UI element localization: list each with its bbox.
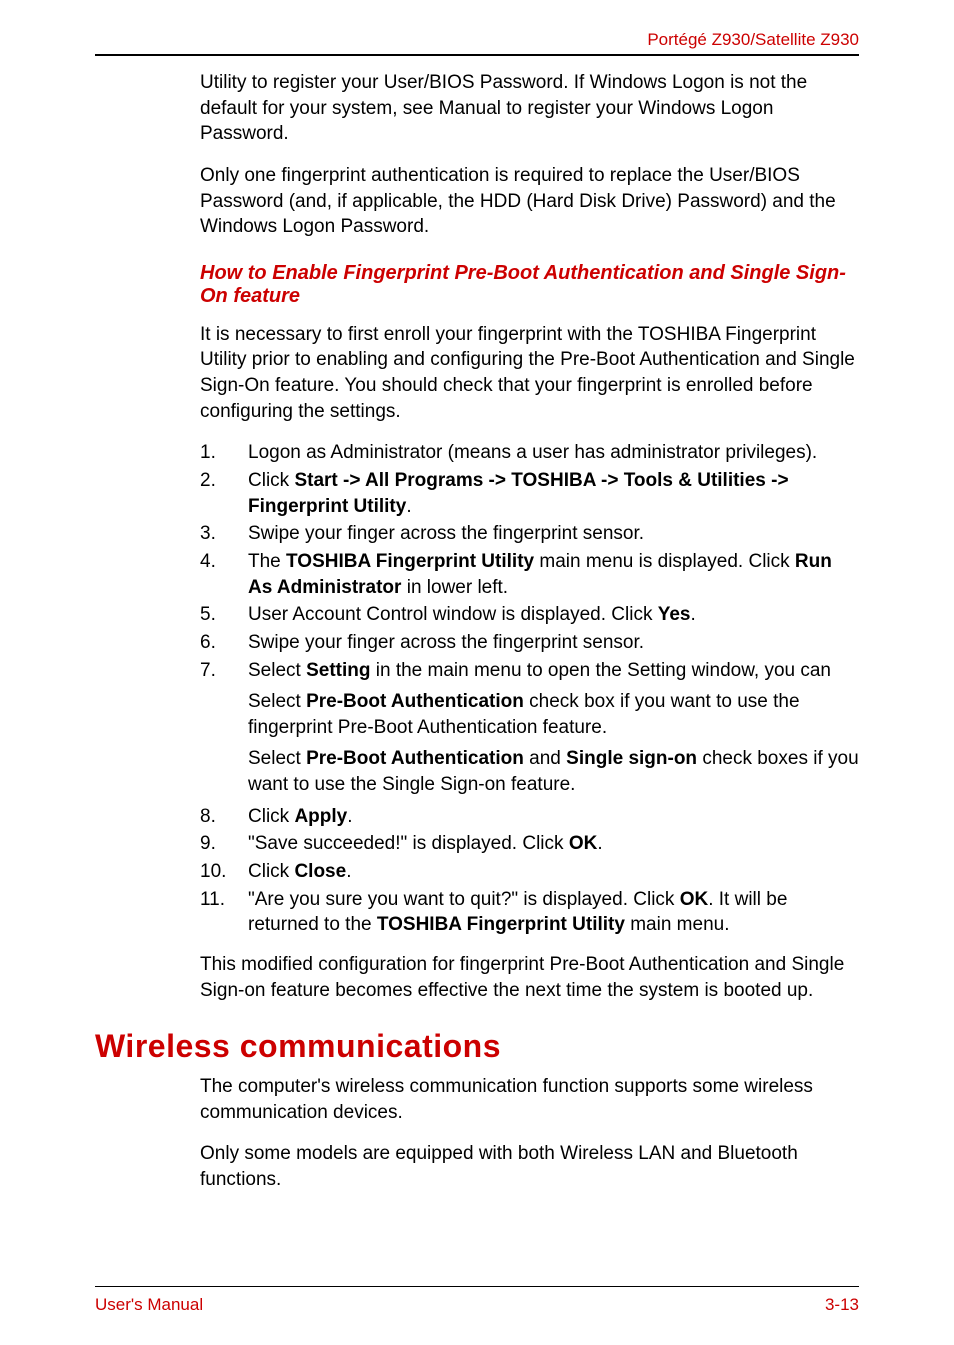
bold-text: OK bbox=[680, 889, 709, 910]
step-text: Click Start -> All Programs -> TOSHIBA -… bbox=[248, 468, 859, 519]
step-4: 4. The TOSHIBA Fingerprint Utility main … bbox=[200, 549, 859, 600]
subheading-fingerprint: How to Enable Fingerprint Pre-Boot Authe… bbox=[200, 262, 859, 308]
text-fragment: . bbox=[406, 496, 411, 517]
text-fragment: . bbox=[597, 833, 602, 854]
text-fragment: main menu. bbox=[625, 914, 730, 935]
step-6: 6. Swipe your finger across the fingerpr… bbox=[200, 630, 859, 656]
step-text: Swipe your finger across the fingerprint… bbox=[248, 521, 859, 547]
step-number: 11. bbox=[200, 887, 248, 938]
bold-text: Yes bbox=[658, 604, 691, 625]
step-text: Click Close. bbox=[248, 859, 859, 885]
step-number: 8. bbox=[200, 804, 248, 830]
footer-right: 3-13 bbox=[825, 1295, 859, 1315]
step-7: 7. Select Setting in the main menu to op… bbox=[200, 658, 859, 684]
enroll-paragraph: It is necessary to first enroll your fin… bbox=[200, 322, 859, 425]
text-fragment: and bbox=[524, 748, 566, 769]
step-number: 2. bbox=[200, 468, 248, 519]
step-2: 2. Click Start -> All Programs -> TOSHIB… bbox=[200, 468, 859, 519]
intro-paragraph-2: Only one fingerprint authentication is r… bbox=[200, 163, 859, 240]
step-number: 1. bbox=[200, 440, 248, 466]
step-text: Logon as Administrator (means a user has… bbox=[248, 440, 859, 466]
step-10: 10. Click Close. bbox=[200, 859, 859, 885]
step-7-sub-b: Select Pre-Boot Authentication and Singl… bbox=[248, 746, 859, 797]
closing-paragraph: This modified configuration for fingerpr… bbox=[200, 952, 859, 1003]
bold-text: Close bbox=[294, 861, 346, 882]
step-1: 1. Logon as Administrator (means a user … bbox=[200, 440, 859, 466]
bold-text: TOSHIBA Fingerprint Utility bbox=[286, 551, 534, 572]
step-text: User Account Control window is displayed… bbox=[248, 602, 859, 628]
step-number: 7. bbox=[200, 658, 248, 684]
intro-paragraph-1: Utility to register your User/BIOS Passw… bbox=[200, 70, 859, 147]
section-heading-wireless: Wireless communications bbox=[95, 1028, 501, 1065]
step-text: Select Setting in the main menu to open … bbox=[248, 658, 859, 684]
text-fragment: in lower left. bbox=[401, 577, 508, 598]
header-rule bbox=[95, 54, 859, 56]
text-fragment: Select bbox=[248, 748, 306, 769]
text-fragment: Click bbox=[248, 806, 294, 827]
wireless-paragraph-2: Only some models are equipped with both … bbox=[200, 1141, 859, 1192]
bold-text: Single sign-on bbox=[566, 748, 697, 769]
step-number: 4. bbox=[200, 549, 248, 600]
step-text: The TOSHIBA Fingerprint Utility main men… bbox=[248, 549, 859, 600]
step-11: 11. "Are you sure you want to quit?" is … bbox=[200, 887, 859, 938]
step-text: "Save succeeded!" is displayed. Click OK… bbox=[248, 831, 859, 857]
text-fragment: "Are you sure you want to quit?" is disp… bbox=[248, 889, 680, 910]
text-fragment: Select bbox=[248, 660, 306, 681]
text-fragment: Click bbox=[248, 470, 294, 491]
text-fragment: "Save succeeded!" is displayed. Click bbox=[248, 833, 569, 854]
text-fragment: . bbox=[691, 604, 696, 625]
text-fragment: Select bbox=[248, 691, 306, 712]
text-fragment: User Account Control window is displayed… bbox=[248, 604, 658, 625]
step-7-sub-a: Select Pre-Boot Authentication check box… bbox=[248, 689, 859, 740]
bold-text: Pre-Boot Authentication bbox=[306, 748, 524, 769]
step-9: 9. "Save succeeded!" is displayed. Click… bbox=[200, 831, 859, 857]
bold-text: Pre-Boot Authentication bbox=[306, 691, 524, 712]
footer-rule bbox=[95, 1286, 859, 1287]
wireless-paragraph-1: The computer's wireless communication fu… bbox=[200, 1074, 859, 1125]
step-number: 9. bbox=[200, 831, 248, 857]
text-fragment: main menu is displayed. Click bbox=[534, 551, 795, 572]
bold-text: OK bbox=[569, 833, 598, 854]
text-fragment: Click bbox=[248, 861, 294, 882]
bold-text: TOSHIBA Fingerprint Utility bbox=[377, 914, 625, 935]
main-content: Utility to register your User/BIOS Passw… bbox=[200, 70, 859, 1019]
steps-list: 1. Logon as Administrator (means a user … bbox=[200, 440, 859, 938]
bold-text: Setting bbox=[306, 660, 370, 681]
step-number: 5. bbox=[200, 602, 248, 628]
step-text: Click Apply. bbox=[248, 804, 859, 830]
header-title: Portégé Z930/Satellite Z930 bbox=[647, 30, 859, 50]
text-fragment: . bbox=[346, 861, 351, 882]
wireless-section: The computer's wireless communication fu… bbox=[200, 1074, 859, 1209]
step-text: Swipe your finger across the fingerprint… bbox=[248, 630, 859, 656]
text-fragment: The bbox=[248, 551, 286, 572]
step-5: 5. User Account Control window is displa… bbox=[200, 602, 859, 628]
step-number: 10. bbox=[200, 859, 248, 885]
step-8: 8. Click Apply. bbox=[200, 804, 859, 830]
step-text: "Are you sure you want to quit?" is disp… bbox=[248, 887, 859, 938]
step-number: 3. bbox=[200, 521, 248, 547]
bold-text: Apply bbox=[294, 806, 347, 827]
bold-text: Start -> All Programs -> TOSHIBA -> Tool… bbox=[248, 470, 789, 517]
step-number: 6. bbox=[200, 630, 248, 656]
step-3: 3. Swipe your finger across the fingerpr… bbox=[200, 521, 859, 547]
footer-left: User's Manual bbox=[95, 1295, 203, 1315]
text-fragment: . bbox=[347, 806, 352, 827]
text-fragment: in the main menu to open the Setting win… bbox=[370, 660, 831, 681]
